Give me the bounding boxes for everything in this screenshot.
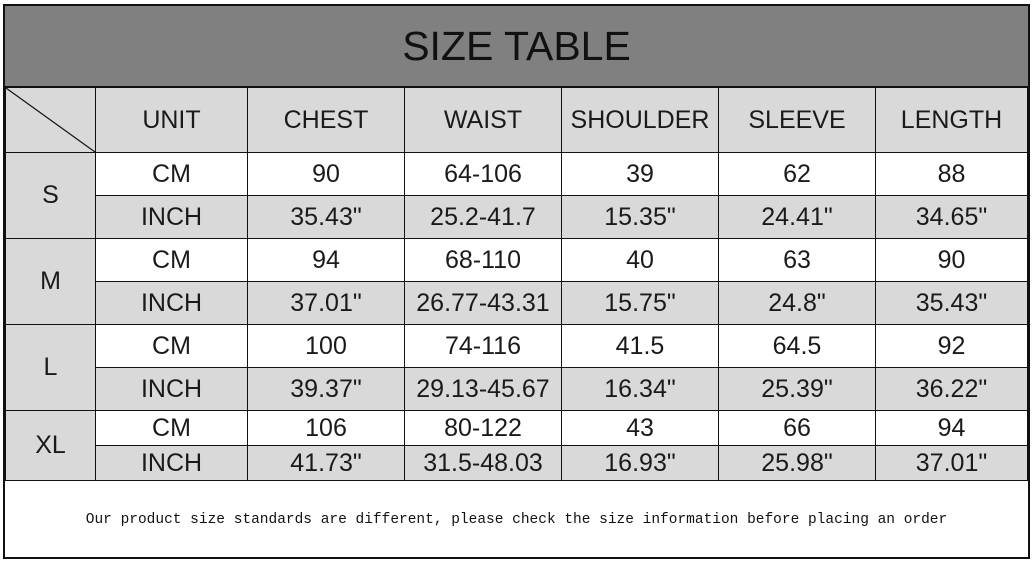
value-cell: 41.5 <box>561 324 719 368</box>
value-cell: 66 <box>718 410 876 446</box>
value-cell: 37.01" <box>247 281 405 325</box>
size-table: UNIT CHEST WAIST SHOULDER SLEEVE LENGTH … <box>5 87 1028 481</box>
value-cell: 31.5-48.03 <box>404 445 562 481</box>
value-cell: 90 <box>875 238 1028 282</box>
value-cell: 94 <box>875 410 1028 446</box>
unit-cell: INCH <box>95 281 248 325</box>
unit-cell: INCH <box>95 367 248 411</box>
value-cell: 25.98" <box>718 445 876 481</box>
value-cell: 16.34" <box>561 367 719 411</box>
value-cell: 34.65" <box>875 195 1028 239</box>
corner-cell <box>5 87 96 153</box>
size-label: M <box>5 238 96 325</box>
table-row: INCH 39.37" 29.13-45.67 16.34" 25.39" 36.22" <box>6 367 1028 411</box>
header-length: LENGTH <box>875 87 1028 153</box>
value-cell: 40 <box>561 238 719 282</box>
table-row: XL CM 106 80-122 43 66 94 <box>5 410 1028 481</box>
value-cell: 100 <box>247 324 405 368</box>
size-disclaimer: Our product size standards are different… <box>85 511 948 528</box>
value-cell: 36.22" <box>875 367 1028 411</box>
value-cell: 25.39" <box>718 367 876 411</box>
value-cell: 62 <box>718 152 876 196</box>
value-cell: 25.2-41.7 <box>404 195 562 239</box>
value-cell: 15.35" <box>561 195 719 239</box>
header-shoulder: SHOULDER <box>561 87 719 153</box>
value-cell: 24.41" <box>718 195 876 239</box>
table-row: L CM 100 74-116 41.5 64.5 92 <box>5 324 1028 411</box>
value-cell: 92 <box>875 324 1028 368</box>
unit-cell: CM <box>95 410 248 446</box>
table-row: M CM 94 68-110 40 63 90 <box>5 238 1028 325</box>
value-cell: 16.93" <box>561 445 719 481</box>
value-cell: 68-110 <box>404 238 562 282</box>
header-unit: UNIT <box>95 87 248 153</box>
value-cell: 39 <box>561 152 719 196</box>
unit-cell: CM <box>95 152 248 196</box>
value-cell: 37.01" <box>875 445 1028 481</box>
value-cell: 41.73" <box>247 445 405 481</box>
value-cell: 43 <box>561 410 719 446</box>
page-title: SIZE TABLE <box>5 6 1028 88</box>
value-cell: 24.8" <box>718 281 876 325</box>
header-row: UNIT CHEST WAIST SHOULDER SLEEVE LENGTH <box>5 87 1028 153</box>
size-chart: SIZE TABLE UNIT CHEST WAIST SHOULDER SLE… <box>3 4 1030 559</box>
value-cell: 88 <box>875 152 1028 196</box>
table-row: INCH 41.73" 31.5-48.03 16.93" 25.98" 37.01" <box>6 445 1028 481</box>
table-row: INCH 37.01" 26.77-43.31 15.75" 24.8" 35.43" <box>6 281 1028 325</box>
header-sleeve: SLEEVE <box>718 87 876 153</box>
value-cell: 29.13-45.67 <box>404 367 562 411</box>
size-label: S <box>5 152 96 239</box>
value-cell: 80-122 <box>404 410 562 446</box>
diagonal-line <box>6 88 95 152</box>
unit-cell: INCH <box>95 195 248 239</box>
value-cell: 106 <box>247 410 405 446</box>
value-cell: 63 <box>718 238 876 282</box>
unit-cell: CM <box>95 324 248 368</box>
value-cell: 74-116 <box>404 324 562 368</box>
header-waist: WAIST <box>404 87 562 153</box>
value-cell: 35.43" <box>247 195 405 239</box>
unit-cell: CM <box>95 238 248 282</box>
header-chest: CHEST <box>247 87 405 153</box>
value-cell: 39.37" <box>247 367 405 411</box>
value-cell: 15.75" <box>561 281 719 325</box>
value-cell: 94 <box>247 238 405 282</box>
value-cell: 35.43" <box>875 281 1028 325</box>
value-cell: 26.77-43.31 <box>404 281 562 325</box>
unit-cell: INCH <box>95 445 248 481</box>
size-label: XL <box>5 410 96 481</box>
value-cell: 64.5 <box>718 324 876 368</box>
value-cell: 90 <box>247 152 405 196</box>
size-label: L <box>5 324 96 411</box>
value-cell: 64-106 <box>404 152 562 196</box>
table-row: S CM 90 64-106 39 62 88 <box>5 152 1028 239</box>
table-row: INCH 35.43" 25.2-41.7 15.35" 24.41" 34.65" <box>6 195 1028 239</box>
